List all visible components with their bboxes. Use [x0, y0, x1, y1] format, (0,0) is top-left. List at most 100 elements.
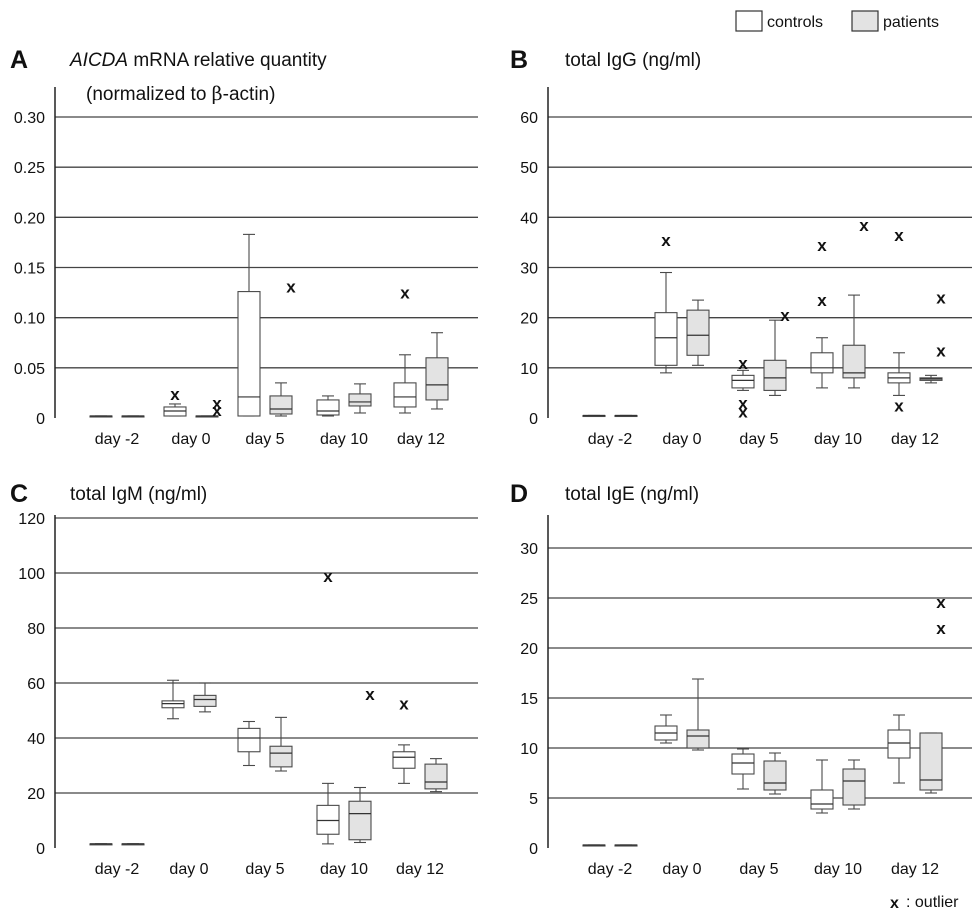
box-iqr	[842, 344, 866, 379]
outlier-marker: x	[170, 385, 180, 404]
box-patients-1: xx	[195, 394, 222, 420]
x-tick-label: day 12	[891, 861, 939, 878]
box-iqr	[654, 312, 678, 366]
outlier-marker: x	[780, 306, 790, 325]
box-controls-4: x	[393, 284, 417, 414]
chart-title: total IgM (ng/ml)	[70, 484, 207, 505]
series-patients: xxx	[121, 278, 449, 420]
box-iqr	[348, 800, 372, 841]
outlier-marker: x	[323, 567, 333, 586]
x-tick-label: day 5	[739, 861, 778, 878]
series-patients: xx	[614, 593, 946, 847]
y-tick-label: 0	[529, 841, 538, 858]
outlier-marker: x	[738, 394, 748, 413]
x-tick-label: day 12	[396, 861, 444, 878]
box-patients-3: x	[348, 685, 375, 844]
series-patients: x	[121, 682, 448, 846]
panel-a: A AICDA mRNA relative quantity (normalized…	[10, 46, 478, 448]
x-tick-label: day 12	[397, 431, 445, 448]
y-tick-label: 40	[27, 731, 45, 748]
y-tick-label: 0.15	[14, 261, 45, 278]
box-patients-2	[269, 716, 293, 772]
box-patients-0	[121, 415, 145, 418]
box-controls-4: xx	[887, 226, 911, 415]
series-controls	[582, 714, 911, 847]
y-tick-label: 60	[520, 110, 538, 127]
y-tick-label: 100	[18, 566, 45, 583]
x-tick-label: day 5	[245, 861, 284, 878]
box-iqr	[763, 359, 787, 391]
y-tick-label: 0	[36, 411, 45, 428]
box-controls-1	[654, 714, 678, 744]
y-tick-label: 0.05	[14, 361, 45, 378]
y-tick-label: 20	[520, 641, 538, 658]
box-iqr	[810, 789, 834, 810]
box-patients-3	[842, 759, 866, 810]
box-iqr	[392, 751, 416, 769]
outlier-marker: x	[399, 695, 409, 714]
x-tick-label: day 0	[662, 861, 701, 878]
outlier-marker: x	[894, 226, 904, 245]
box-patients-1	[193, 682, 217, 713]
y-tick-label: 5	[529, 791, 538, 808]
outlier-marker: x	[894, 396, 904, 415]
y-tick-label: 80	[27, 621, 45, 638]
x-tick-label: day 5	[739, 431, 778, 448]
box-controls-4	[887, 714, 911, 784]
series-controls: xx	[89, 567, 416, 846]
box-iqr	[919, 732, 943, 791]
box-controls-3	[810, 759, 834, 814]
legend-swatch-1	[851, 10, 879, 32]
box-controls-0	[582, 844, 606, 847]
x-tick-label: day 0	[662, 431, 701, 448]
y-tick-label: 0.10	[14, 311, 45, 328]
box-controls-0	[89, 415, 113, 418]
box-iqr	[731, 374, 755, 389]
outlier-note-symbol: x	[890, 895, 899, 912]
y-tick-label: 20	[520, 311, 538, 328]
box-iqr	[763, 760, 787, 791]
box-controls-2	[237, 233, 261, 417]
legend-label: controls	[767, 14, 823, 31]
box-iqr	[348, 393, 372, 407]
y-tick-label: 10	[520, 361, 538, 378]
y-tick-label: 0.30	[14, 110, 45, 127]
box-controls-3: x	[316, 567, 340, 845]
title-part: total IgG (ng/ml)	[565, 50, 701, 71]
chart-subtitle: (normalized to β-actin)	[86, 83, 275, 105]
outlier-marker: x	[817, 291, 827, 310]
outlier-marker: x	[212, 394, 222, 413]
box-iqr	[424, 763, 448, 790]
y-tick-label: 10	[520, 741, 538, 758]
box-controls-2: xxx	[731, 354, 755, 421]
box-patients-0	[614, 844, 638, 847]
outlier-marker: x	[400, 284, 410, 303]
y-tick-label: 0.25	[14, 160, 45, 177]
box-patients-4: xx	[919, 593, 946, 794]
x-tick-label: day 12	[891, 431, 939, 448]
outlier-note: x: outlier	[890, 894, 959, 912]
box-patients-0	[614, 414, 638, 418]
chart-title: total IgG (ng/ml)	[565, 50, 701, 71]
chart-title: total IgE (ng/ml)	[565, 484, 699, 505]
panel-letter: D	[510, 480, 528, 508]
box-iqr	[316, 399, 340, 416]
panel-letter: A	[10, 46, 28, 74]
y-tick-label: 60	[27, 676, 45, 693]
x-tick-label: day 0	[171, 431, 210, 448]
box-iqr	[425, 357, 449, 401]
box-iqr	[237, 291, 261, 417]
x-tick-label: day -2	[588, 431, 633, 448]
box-iqr	[269, 745, 293, 768]
subtitle-part: (normalized to	[86, 84, 212, 105]
outlier-marker: x	[936, 341, 946, 360]
box-patients-2	[763, 752, 787, 795]
box-controls-1	[161, 679, 185, 720]
outlier-marker: x	[365, 685, 375, 704]
box-iqr	[686, 729, 710, 749]
